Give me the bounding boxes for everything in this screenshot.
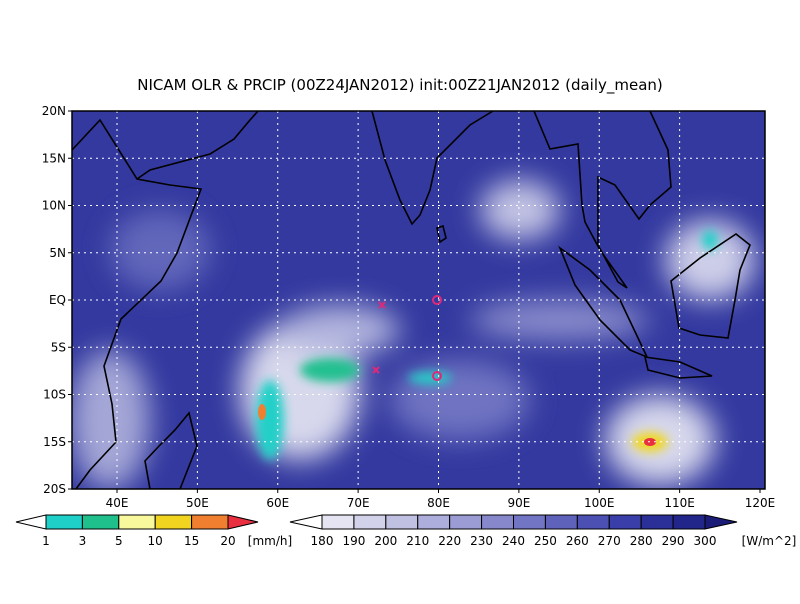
legend-tick: 10: [148, 534, 163, 548]
legend-tick: 300: [694, 534, 717, 548]
lat-label: 15S: [43, 435, 66, 449]
lat-label: 10S: [43, 388, 66, 402]
legend-swatch: [321, 514, 355, 530]
lat-label: 15N: [42, 151, 66, 165]
lon-label: 100E: [584, 496, 615, 510]
legend-swatch: [608, 514, 642, 530]
legend-tick: 260: [566, 534, 589, 548]
lon-label: 60E: [266, 496, 289, 510]
legend-tick: 210: [406, 534, 429, 548]
legend-swatch: [385, 514, 419, 530]
legend-unit: [W/m^2]: [742, 534, 797, 548]
lon-label: 50E: [186, 496, 209, 510]
legend-tick: 270: [598, 534, 621, 548]
legend-tick: 200: [374, 534, 397, 548]
legend-tick: 240: [502, 534, 525, 548]
legend-swatch: [417, 514, 451, 530]
legend-tick: 180: [311, 534, 334, 548]
legend-swatch: [353, 514, 387, 530]
legend-swatch: [481, 514, 515, 530]
legend-tick: 290: [662, 534, 685, 548]
legend-arrow: [289, 514, 323, 530]
legend-swatch: [672, 514, 706, 530]
lon-label: 70E: [347, 496, 370, 510]
legend-swatch: [544, 514, 578, 530]
legend-tick: 190: [342, 534, 365, 548]
lat-label: 20S: [43, 482, 66, 496]
lat-label: EQ: [49, 293, 66, 307]
legend-swatch: [45, 514, 83, 530]
legend-swatch: [81, 514, 120, 530]
legend-tick: 230: [470, 534, 493, 548]
legend-swatch: [118, 514, 156, 530]
title: NICAM OLR & PRCIP (00Z24JAN2012) init:00…: [137, 76, 663, 95]
lon-label: 80E: [427, 496, 450, 510]
legend-tick: 15: [184, 534, 199, 548]
lon-label: 110E: [664, 496, 695, 510]
legend-tick: 220: [438, 534, 461, 548]
legend-arrow: [15, 514, 47, 530]
lon-label: 40E: [106, 496, 129, 510]
legend-tick: 20: [220, 534, 235, 548]
lat-label: 5S: [51, 340, 66, 354]
legend-arrow: [227, 514, 259, 530]
legend-swatch: [576, 514, 610, 530]
legend-tick: 3: [79, 534, 87, 548]
legend-swatch: [640, 514, 674, 530]
lon-label: 90E: [507, 496, 530, 510]
map: [72, 111, 765, 489]
lat-label: 20N: [42, 104, 66, 118]
legend-tick: 280: [630, 534, 653, 548]
lon-label: 120E: [745, 496, 776, 510]
lat-label: 10N: [42, 199, 66, 213]
legend-tick: 5: [115, 534, 123, 548]
legend-tick: 1: [42, 534, 50, 548]
legend-swatch: [449, 514, 483, 530]
lat-label: 5N: [49, 246, 66, 260]
legend-swatch: [154, 514, 193, 530]
legend-swatch: [191, 514, 229, 530]
legend-unit: [mm/h]: [248, 534, 292, 548]
legend-swatch: [513, 514, 546, 530]
legend-arrow: [704, 514, 738, 530]
legend-tick: 250: [534, 534, 557, 548]
